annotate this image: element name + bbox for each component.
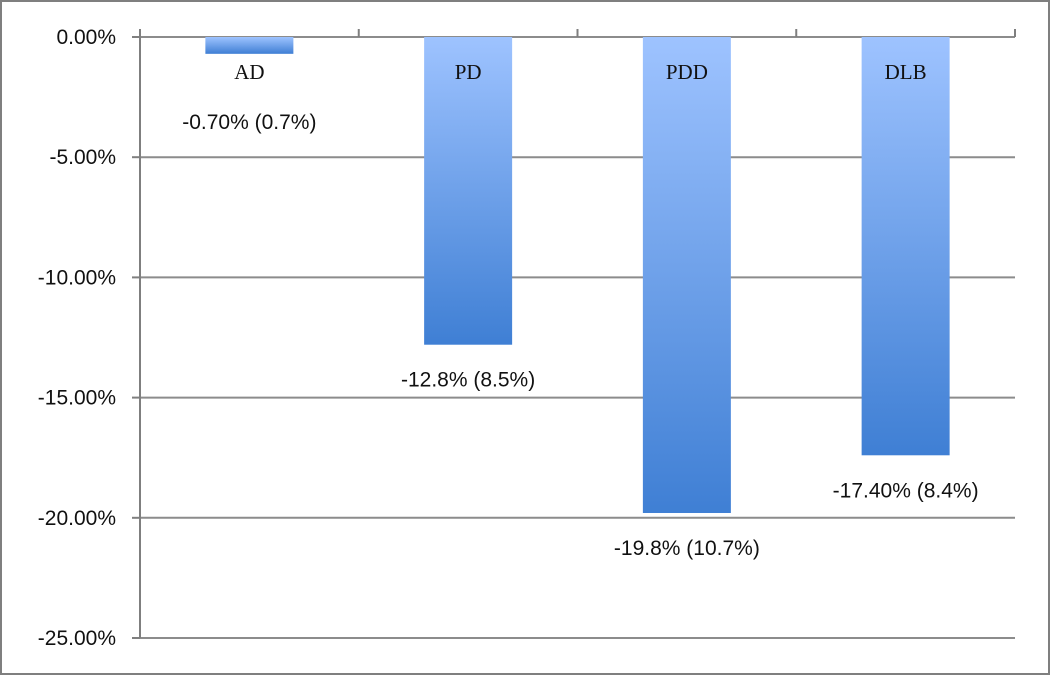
axes xyxy=(132,29,1016,639)
y-tick-label: 0.00% xyxy=(56,26,116,49)
y-tick-label: -5.00% xyxy=(49,146,116,169)
data-label: -12.8% (8.5%) xyxy=(401,369,535,392)
bar-dlb xyxy=(861,37,950,456)
data-label: -0.70% (0.7%) xyxy=(182,111,316,134)
category-label: PDD xyxy=(666,60,708,84)
bar-pd xyxy=(424,37,513,345)
data-label: -17.40% (8.4%) xyxy=(833,479,979,502)
bar-pdd xyxy=(642,37,731,513)
y-tick-label: -15.00% xyxy=(38,387,116,410)
bars xyxy=(205,37,950,513)
bar-ad xyxy=(205,37,294,54)
category-label: AD xyxy=(234,60,264,84)
category-label: PD xyxy=(455,60,482,84)
y-tick-label: -20.00% xyxy=(38,507,116,530)
y-tick-label: -25.00% xyxy=(38,627,116,650)
y-tick-label: -10.00% xyxy=(38,266,116,289)
category-label: DLB xyxy=(885,60,927,84)
data-label: -19.8% (10.7%) xyxy=(614,537,760,560)
labels: 0.00% -5.00% -10.00% -15.00% -20.00% -25.00% A… xyxy=(38,26,979,650)
